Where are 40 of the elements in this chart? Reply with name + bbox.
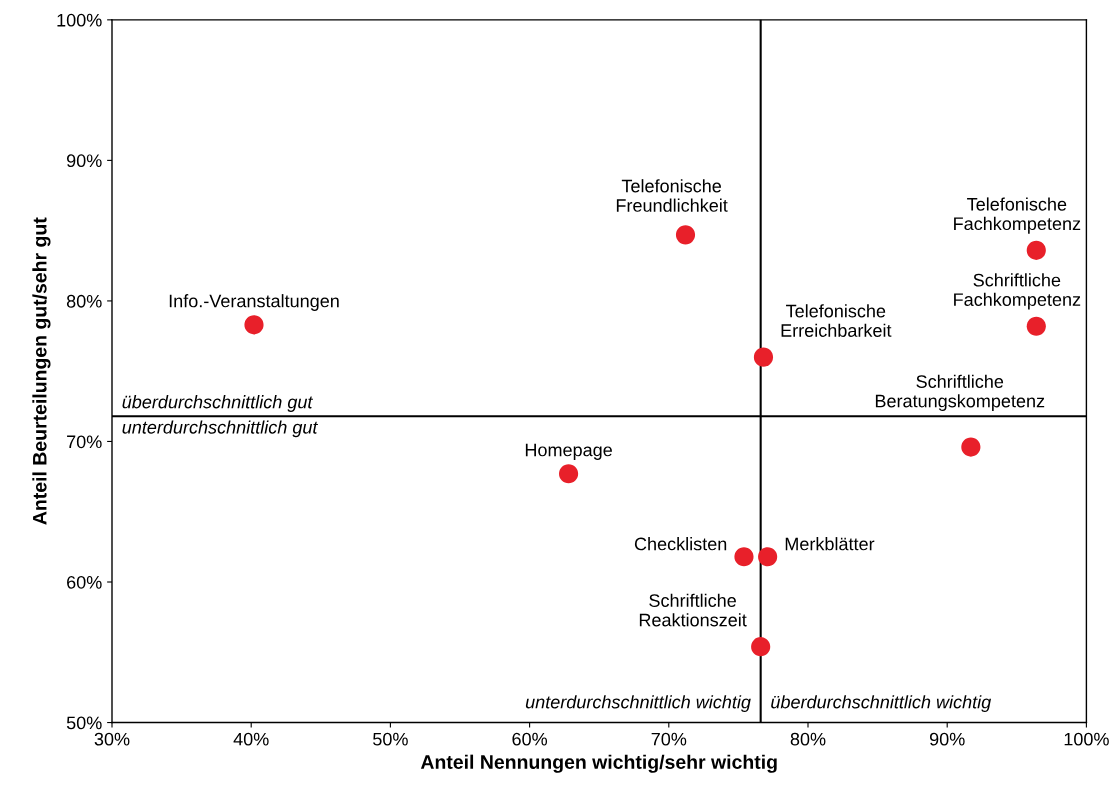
- x-tick-label: 50%: [373, 732, 408, 746]
- x-tick-label: 60%: [512, 732, 548, 746]
- annotation: unterdurchschnittlich gut: [122, 420, 319, 438]
- annotation: unterdurchschnittlich wichtig: [525, 695, 751, 712]
- annotation: Schriftliche Reaktionszeit: [639, 593, 747, 627]
- point: [675, 225, 696, 245]
- annotation: Schriftliche Beratungskompetenz: [875, 374, 1045, 411]
- x-tick-label: 40%: [233, 732, 269, 746]
- y-tick-label: 50%: [66, 716, 102, 730]
- y-tick-label: 100%: [57, 13, 102, 27]
- annotation: Telefonische Freundlichkeit: [616, 179, 728, 212]
- annotation: Telefonische Erreichbarkeit: [781, 304, 892, 337]
- point: [753, 347, 774, 367]
- annotation: Checklisten: [634, 537, 727, 551]
- x-axis-title: Anteil Nennungen wichtig/sehr wichtig: [420, 754, 777, 773]
- annotation: Telefonische Fachkompetenz: [954, 197, 1081, 234]
- annotation: überdurchschnittlich wichtig: [771, 695, 992, 712]
- annotation: überdurchschnittlich gut: [122, 395, 314, 412]
- point: [734, 547, 754, 567]
- x-tick-label: 100%: [1064, 732, 1109, 746]
- x-tick-label: 70%: [651, 732, 687, 746]
- x-tick-label: 30%: [94, 732, 130, 746]
- point: [559, 464, 579, 484]
- point: [1026, 240, 1046, 260]
- y-tick-label: 80%: [66, 294, 102, 308]
- x-tick-label: 90%: [929, 732, 965, 746]
- annotation: Info.-Veranstaltungen: [169, 294, 339, 311]
- y-tick-label: 60%: [67, 575, 102, 589]
- y-axis-title: Anteil Beurteilungen gut/sehr gut: [32, 217, 51, 525]
- point: [751, 637, 771, 657]
- point: [758, 547, 778, 567]
- annotation: Homepage: [525, 443, 612, 460]
- point: [1026, 316, 1046, 336]
- point: [244, 315, 264, 335]
- annotation: Schriftliche Fachkompetenz: [954, 273, 1081, 310]
- x-tick-label: 80%: [790, 732, 826, 746]
- point: [961, 437, 981, 457]
- annotation: Merkblätter: [785, 537, 875, 551]
- y-tick-label: 70%: [67, 435, 102, 449]
- y-tick-label: 90%: [66, 154, 102, 168]
